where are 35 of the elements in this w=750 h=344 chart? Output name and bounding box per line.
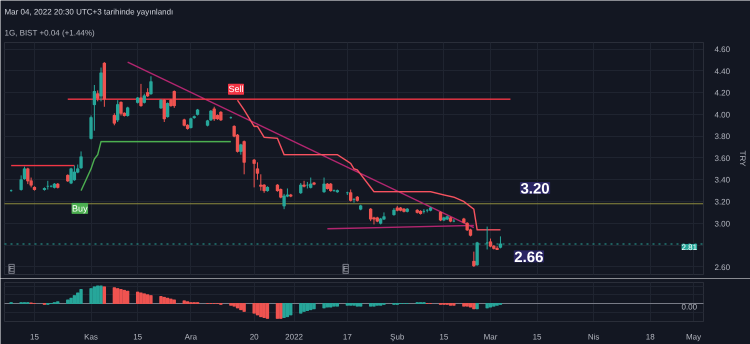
x-tick-label: 18 [646,332,656,342]
x-tick-label: 20 [250,332,260,342]
x-tick-label: Nis [588,332,600,342]
annotation: 2.66 [514,248,544,266]
y-tick-label: 3.40 [714,176,731,185]
x-tick-label: Kas [84,332,98,342]
y-tick-label: 3.80 [714,132,731,142]
y-tick-label: 4.40 [714,66,731,76]
annotation: E [8,264,14,274]
ref-line-label: 2.81 [682,243,698,252]
x-tick-label: May [686,332,702,342]
x-tick-label: 15 [133,332,143,342]
x-tick-label: 17 [342,332,352,342]
x-tick-label: 15 [532,332,542,342]
y-tick-label: 3.60 [714,154,731,163]
chart-subtitle: 1G, BIST +0.04 (+1.44%) [4,28,95,38]
annotation: Buy [72,203,88,214]
x-tick-label: 15 [439,332,449,342]
x-tick-label: Ara [184,332,198,342]
x-tick-label: Mar [484,332,498,342]
annotation: Sell [228,84,244,94]
y-tick-label: 4.00 [714,110,731,120]
x-tick-label: 15 [30,332,40,342]
x-tick-label: Şub [390,332,405,342]
y-axis-title: TRY [738,150,748,168]
y-tick-label: 4.60 [714,45,731,54]
ref-line-label: 0.00 [682,302,698,312]
y-tick-label: 4.20 [714,88,731,98]
x-tick-label: 2022 [285,332,304,342]
annotation: E [343,264,348,274]
annotation: 3.20 [520,180,550,198]
chart-title: Mar 04, 2022 20:30 UTC+3 tarihinde yayınlandı [4,8,174,16]
y-tick-label: 3.00 [714,219,731,228]
y-tick-label: 2.60 [714,262,731,272]
y-tick-label: 3.20 [714,198,731,207]
